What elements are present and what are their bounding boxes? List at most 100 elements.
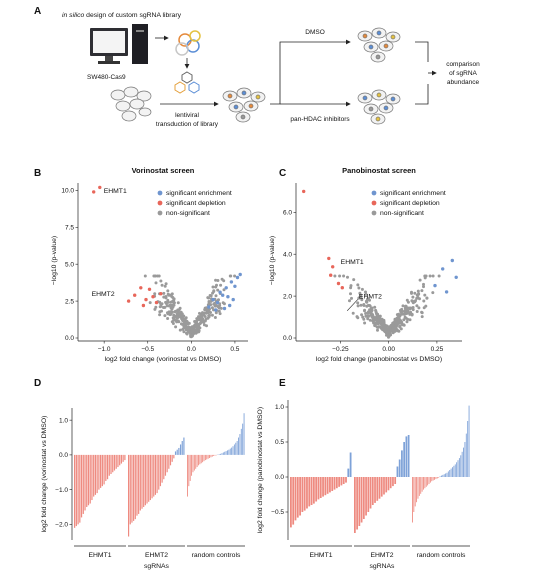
bar: [179, 444, 182, 455]
nonsignificant-point: [212, 302, 216, 306]
enrichment-point: [233, 284, 237, 288]
annotation-pointer: [346, 299, 359, 311]
result-label-2: of sgRNA: [449, 70, 477, 77]
nonsignificant-point: [166, 300, 170, 304]
depletion-point: [154, 300, 159, 305]
bar: [387, 477, 390, 491]
nonsignificant-point: [188, 330, 192, 334]
nonsignificant-point: [182, 324, 186, 328]
depletion-point: [144, 297, 148, 302]
bar: [227, 450, 228, 455]
bar: [242, 423, 244, 455]
nonsignificant-point: [411, 308, 415, 312]
x-tick-label: 0.00: [382, 346, 395, 353]
bar: [143, 454, 145, 507]
nonsignificant-point: [415, 310, 419, 313]
nonsignificant-point: [399, 310, 403, 314]
bar: [86, 454, 88, 507]
nonsignificant-point: [428, 274, 432, 278]
nonsignificant-point: [406, 309, 410, 313]
bar: [211, 454, 213, 457]
bar: [434, 477, 435, 480]
bar: [112, 454, 114, 473]
bar: [168, 454, 170, 469]
bar: [310, 477, 313, 505]
nonsignificant-point: [370, 306, 374, 310]
nonsignificant-point: [349, 286, 353, 290]
bar: [365, 477, 367, 516]
nonsignificant-point: [153, 292, 157, 296]
bar: [457, 460, 459, 477]
y-tick-label: −1.0: [55, 487, 68, 494]
nonsignificant-point: [180, 316, 184, 320]
legend-marker: [371, 190, 377, 196]
y-axis-label: −log10 (p-value): [269, 236, 276, 285]
nonsignificant-point: [416, 289, 420, 293]
nonsignificant-point: [376, 328, 379, 332]
nonsignificant-point: [361, 315, 365, 319]
bar: [356, 477, 358, 530]
nonsignificant-point: [437, 274, 441, 278]
bar: [103, 454, 105, 485]
bar: [329, 477, 331, 493]
nonsignificant-point: [166, 292, 170, 296]
bar: [389, 477, 392, 489]
bar: [463, 447, 464, 477]
bar: [315, 477, 318, 502]
bar: [128, 454, 130, 537]
panel-label-d: D: [34, 378, 41, 389]
bar: [442, 474, 444, 477]
bar: [191, 454, 193, 476]
cell-line-label: SW480-Cas9: [87, 74, 126, 81]
bar: [424, 477, 426, 489]
nonsignificant-point: [368, 304, 372, 308]
bar: [413, 477, 415, 512]
y-tick-label: −2.0: [55, 522, 68, 529]
bar: [138, 454, 140, 514]
nonsignificant-point: [355, 315, 359, 319]
nonsignificant-point: [405, 311, 409, 315]
nonsignificant-point: [159, 302, 163, 306]
x-tick-label: 0.25: [431, 346, 444, 353]
nonsignificant-point: [415, 304, 419, 308]
bar: [450, 468, 452, 477]
nonsignificant-point: [387, 333, 391, 337]
bar: [235, 442, 237, 455]
nonsignificant-point: [220, 277, 224, 281]
nonsignificant-point: [420, 315, 424, 319]
bar: [394, 477, 397, 484]
transduction-label-1: lentiviral: [175, 112, 199, 119]
nonsignificant-point: [338, 274, 342, 278]
bar: [446, 472, 448, 477]
bar: [139, 454, 141, 511]
annotation-ehmt1: EHMT1: [341, 259, 364, 266]
dmso-cells-icon: [357, 27, 401, 63]
bar: [456, 462, 458, 477]
bar: [425, 477, 427, 487]
bar: [317, 477, 320, 500]
bar: [120, 454, 123, 464]
nonsignificant-point: [159, 279, 163, 283]
nonsignificant-point: [377, 317, 381, 321]
bar: [454, 464, 456, 477]
x-axis-label: sgRNAs: [370, 563, 396, 570]
depletion-point: [126, 299, 131, 303]
nonsignificant-point: [357, 286, 361, 290]
chart-title: Panobinostat screen: [342, 166, 416, 175]
bar: [453, 465, 455, 477]
nonsignificant-point: [400, 312, 404, 316]
y-tick-label: 0.0: [283, 335, 292, 342]
nonsignificant-point: [211, 285, 215, 289]
bar: [84, 454, 86, 511]
nonsignificant-point: [396, 329, 400, 333]
nonsignificant-point: [173, 310, 177, 314]
bar: [367, 477, 370, 512]
bar: [443, 474, 445, 477]
bar: [319, 477, 322, 498]
bar: [324, 477, 327, 496]
nonsignificant-point: [417, 306, 421, 310]
legend-marker: [157, 190, 163, 196]
bar: [347, 468, 350, 477]
vorinostat-waterfall-plot: −2.0 −1.0 0.0 1.0 log2 fold change (vorinost…: [41, 408, 245, 570]
